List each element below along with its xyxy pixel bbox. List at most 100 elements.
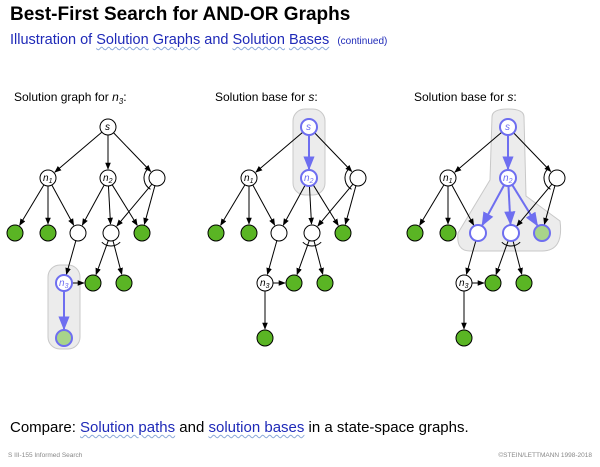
node-label-sub: 3 <box>266 283 270 290</box>
panel-label: Solution base for s: <box>414 90 517 104</box>
node-n1 <box>39 169 57 187</box>
node-n3 <box>256 274 274 292</box>
edge-n1-c1 <box>252 184 276 226</box>
node-label-sub: 1 <box>250 178 254 185</box>
node-s <box>499 118 517 136</box>
node-label-var: n <box>459 278 465 289</box>
node-g6 <box>256 329 274 347</box>
node-c1 <box>469 224 487 242</box>
panel-label-end: : <box>123 90 126 104</box>
panel-label: Solution graph for n3: <box>14 90 127 106</box>
panel-label-var: s <box>308 90 314 104</box>
edge-c2-g4 <box>296 240 310 276</box>
edge-or1-g3 <box>143 185 156 225</box>
subtitle-part: and <box>200 32 233 48</box>
panel-label-sub: 3 <box>119 97 124 106</box>
node-g5 <box>115 274 133 292</box>
edge-c2-g4 <box>495 240 509 276</box>
and-arc <box>543 169 551 190</box>
node-label-var: n <box>260 278 266 289</box>
edge-n2-c1 <box>481 184 506 227</box>
node-label: n3 <box>59 278 69 290</box>
edge-n2-c2 <box>308 185 314 225</box>
and-arc <box>302 241 322 247</box>
edge-n2-c1 <box>81 184 105 226</box>
node-label: n2 <box>103 173 113 185</box>
node-n2 <box>300 169 318 187</box>
node-g1 <box>6 224 24 242</box>
panel-label-text: Solution graph for <box>14 90 112 104</box>
node-label: n2 <box>503 173 513 185</box>
edge-c1-n3 <box>465 240 477 276</box>
edge-or1-g3 <box>344 185 357 225</box>
compare-suffix: in a state-space graphs. <box>304 419 469 436</box>
node-g2 <box>39 224 57 242</box>
edge-n1-c1 <box>451 184 475 226</box>
node-n3 <box>55 274 73 292</box>
node-g4 <box>484 274 502 292</box>
node-label-var: n <box>443 173 449 184</box>
node-g1 <box>406 224 424 242</box>
node-c2 <box>303 224 321 242</box>
edge-s-n1 <box>54 131 103 173</box>
panel-label: Solution base for s: <box>215 90 318 104</box>
node-label: s <box>306 122 311 133</box>
node-label-var: n <box>103 173 109 184</box>
compare-middle: and <box>175 419 209 436</box>
panel-label-text: Solution base for <box>414 90 507 104</box>
subtitle-part: Illustration of <box>10 32 97 48</box>
subtitle-note: (continued) <box>337 36 388 47</box>
slide-subtitle: Illustration of Solution Graphs and Solu… <box>10 32 387 48</box>
node-label-sub: 2 <box>508 178 513 185</box>
node-c1 <box>69 224 87 242</box>
node-n1 <box>439 169 457 187</box>
edge-s-n1 <box>454 131 503 173</box>
node-label-sub: 2 <box>108 178 113 185</box>
node-or1 <box>548 169 566 187</box>
edge-s-or1 <box>513 132 552 173</box>
panel-label-var: n <box>112 90 119 104</box>
node-label: n1 <box>43 173 53 185</box>
solution-paths-link[interactable]: Solution paths <box>80 419 176 436</box>
edge-or1-g3 <box>543 185 556 225</box>
footer-left: S III-155 Informed Search <box>8 452 83 459</box>
node-g2 <box>439 224 457 242</box>
node-label-var: n <box>503 173 509 184</box>
subtitle-part: Bases <box>288 32 330 48</box>
node-s <box>300 118 318 136</box>
node-c1 <box>270 224 288 242</box>
node-g6 <box>455 329 473 347</box>
and-arc <box>344 169 352 190</box>
node-g4 <box>285 274 303 292</box>
node-or1 <box>349 169 367 187</box>
node-g3 <box>133 224 151 242</box>
panel-label-end: : <box>513 90 516 104</box>
node-label-sub: 1 <box>49 178 53 185</box>
node-n2 <box>99 169 117 187</box>
node-g2 <box>240 224 258 242</box>
edge-n1-g1 <box>19 184 45 226</box>
node-n2 <box>499 169 517 187</box>
edge-c2-g5 <box>313 240 324 275</box>
edge-or1-c2 <box>317 183 354 227</box>
node-s <box>99 118 117 136</box>
node-label-var: n <box>304 173 310 184</box>
node-label: n3 <box>459 278 469 290</box>
panel-label-text: Solution base for <box>215 90 308 104</box>
edge-n2-c1 <box>282 184 306 226</box>
node-g5 <box>316 274 334 292</box>
solution-bases-link[interactable]: solution bases <box>208 419 305 436</box>
node-label: n2 <box>304 173 314 185</box>
edge-n2-c2 <box>107 185 113 225</box>
node-c2 <box>502 224 520 242</box>
edge-n1-c1 <box>51 184 75 226</box>
node-label-sub: 1 <box>449 178 453 185</box>
edge-n1-g1 <box>419 184 445 226</box>
and-arc <box>501 241 521 247</box>
edge-n1-g1 <box>220 184 246 226</box>
edge-or1-c2 <box>516 183 553 227</box>
compare-prefix: Compare: <box>10 419 81 436</box>
node-label: n3 <box>260 278 270 290</box>
